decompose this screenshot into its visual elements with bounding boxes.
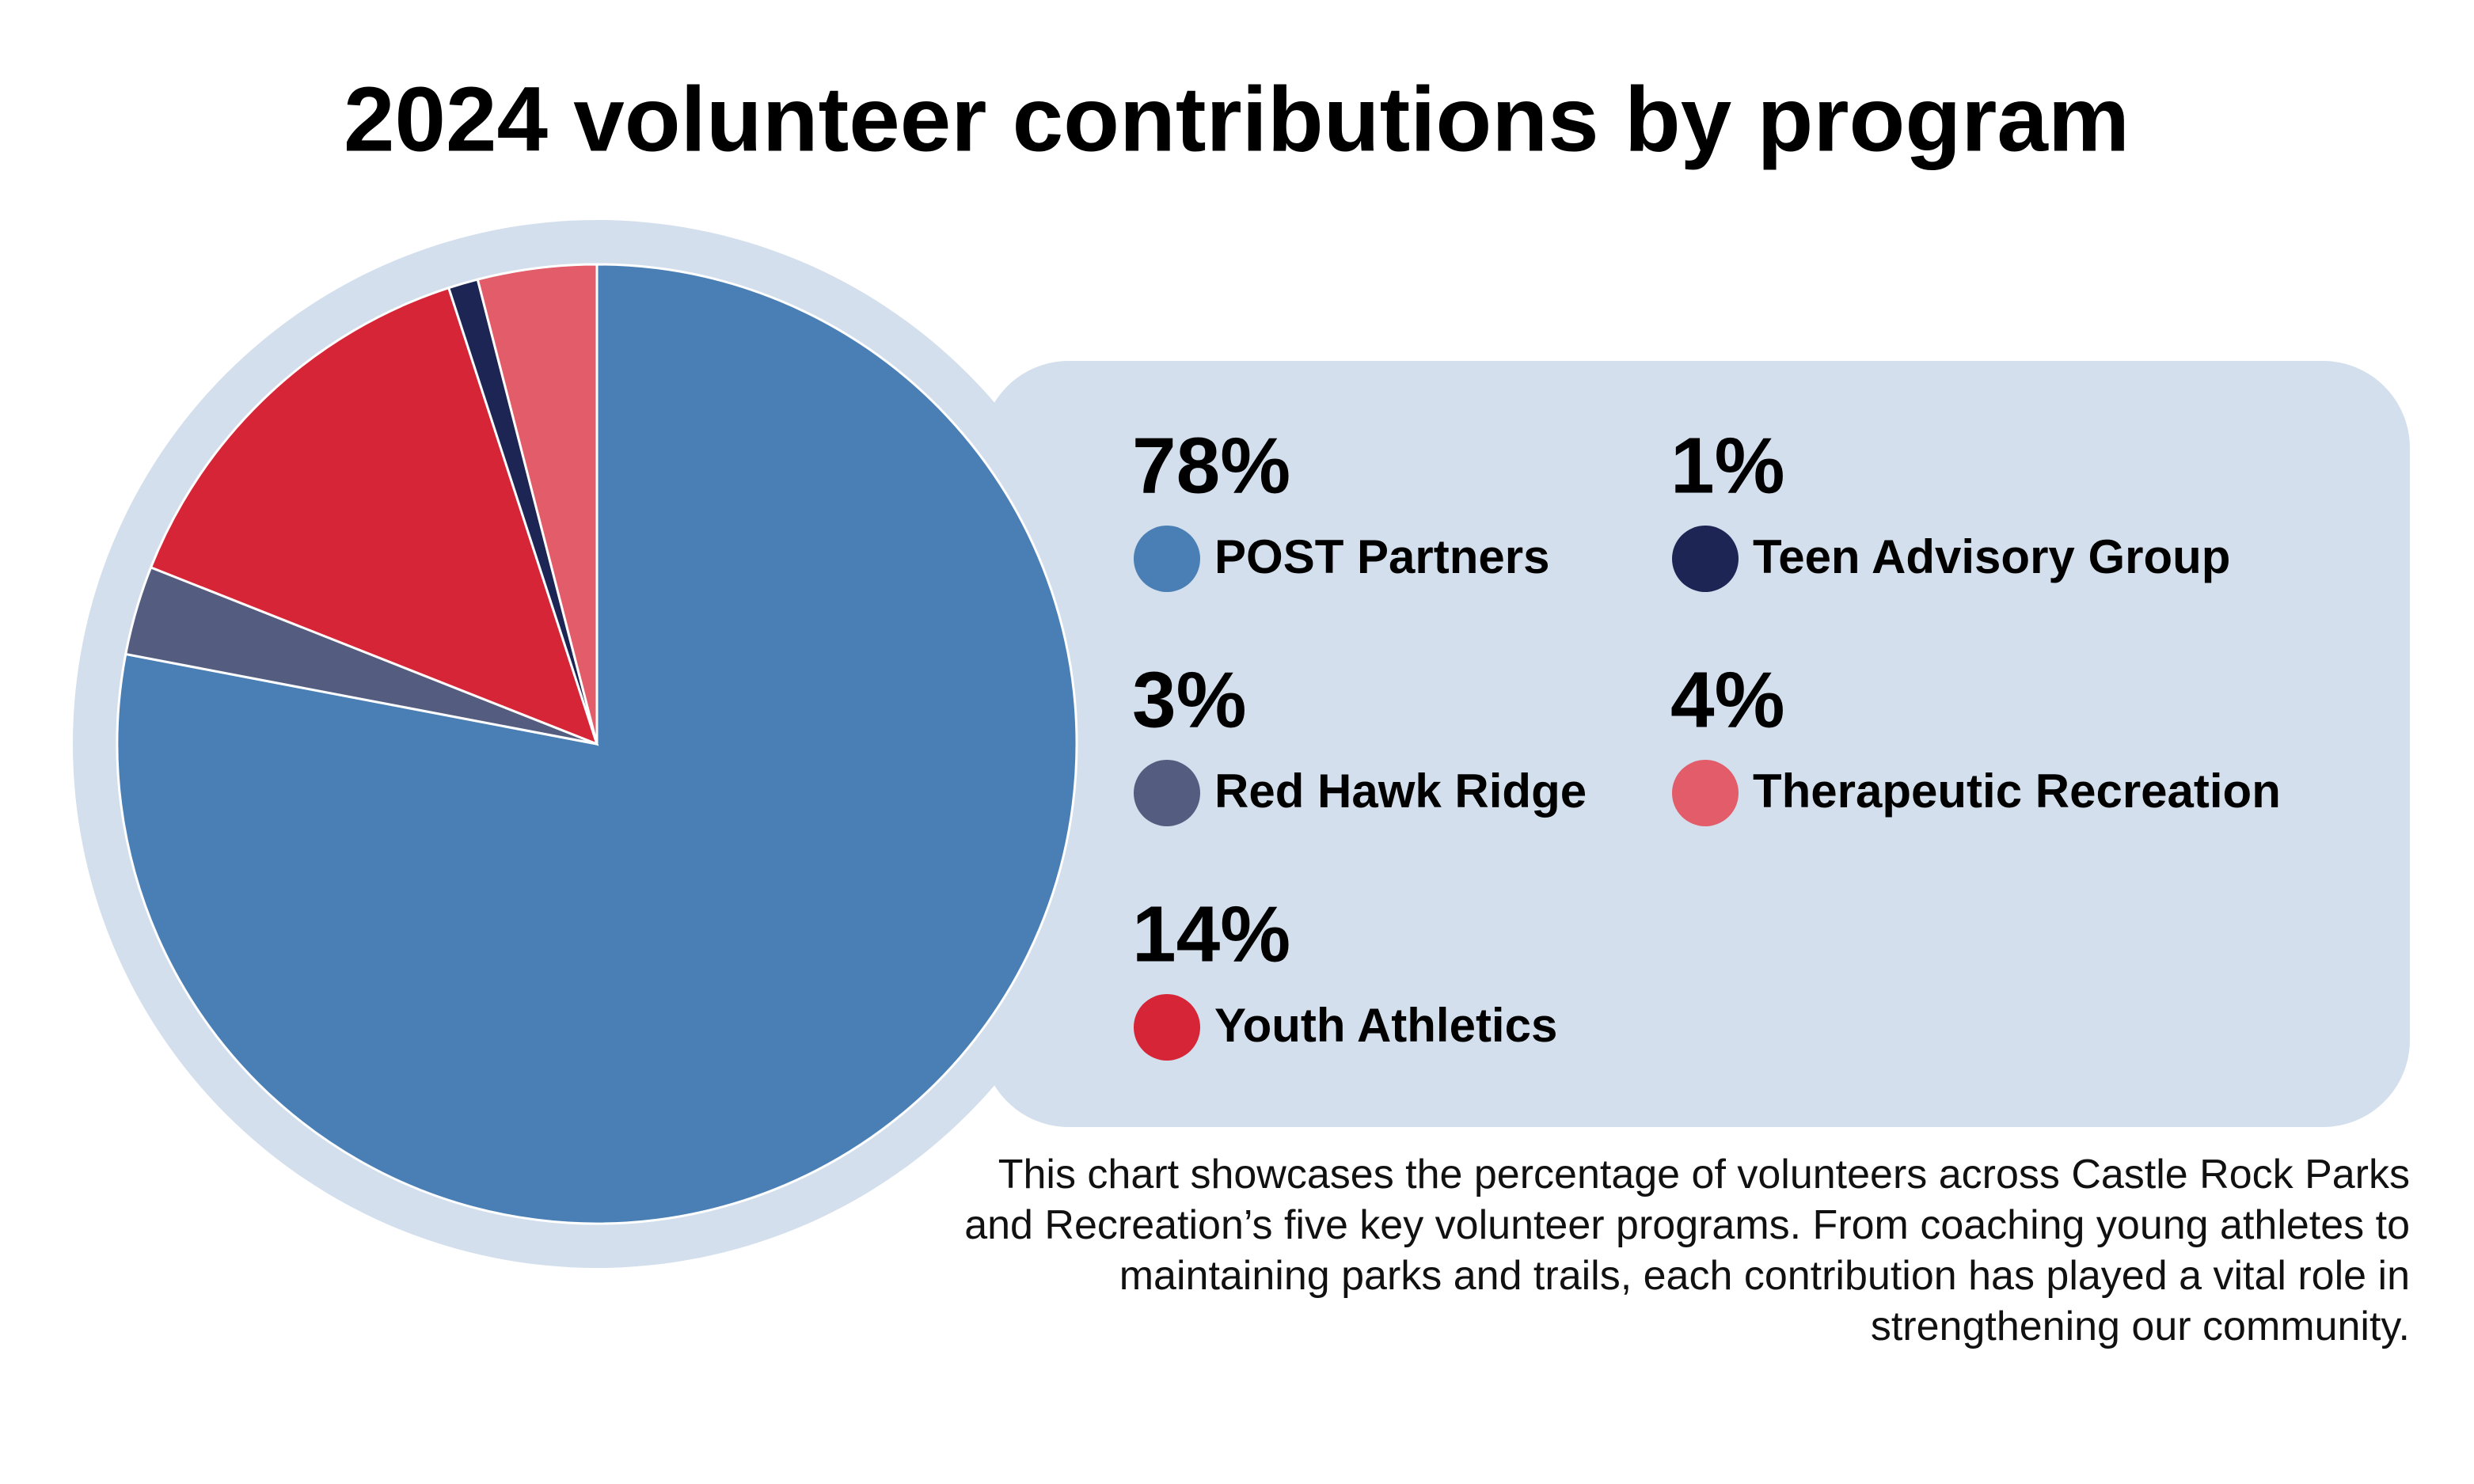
legend-label: Teen Advisory Group xyxy=(1753,530,2230,583)
legend-swatch xyxy=(1672,526,1739,592)
legend-value: 78% xyxy=(1132,421,1290,510)
legend-value: 4% xyxy=(1670,655,1785,744)
legend-swatch xyxy=(1672,760,1739,826)
legend-label: Youth Athletics xyxy=(1214,999,1557,1052)
legend-value: 1% xyxy=(1670,421,1785,510)
legend-value: 3% xyxy=(1132,655,1247,744)
legend-label: Red Hawk Ridge xyxy=(1214,765,1587,818)
description: This chart showcases the percentage of v… xyxy=(964,1152,2410,1349)
legend-swatch xyxy=(1134,760,1200,826)
pie-slice xyxy=(476,263,599,745)
legend-label: Therapeutic Recreation xyxy=(1753,765,2281,818)
legend-label: POST Partners xyxy=(1214,530,1550,583)
chart-title: 2024 volunteer contributions by program xyxy=(344,68,2130,171)
legend-value: 14% xyxy=(1132,890,1290,978)
legend-swatch xyxy=(1134,994,1200,1061)
legend-panel xyxy=(982,361,2410,1127)
legend-swatch xyxy=(1134,526,1200,592)
